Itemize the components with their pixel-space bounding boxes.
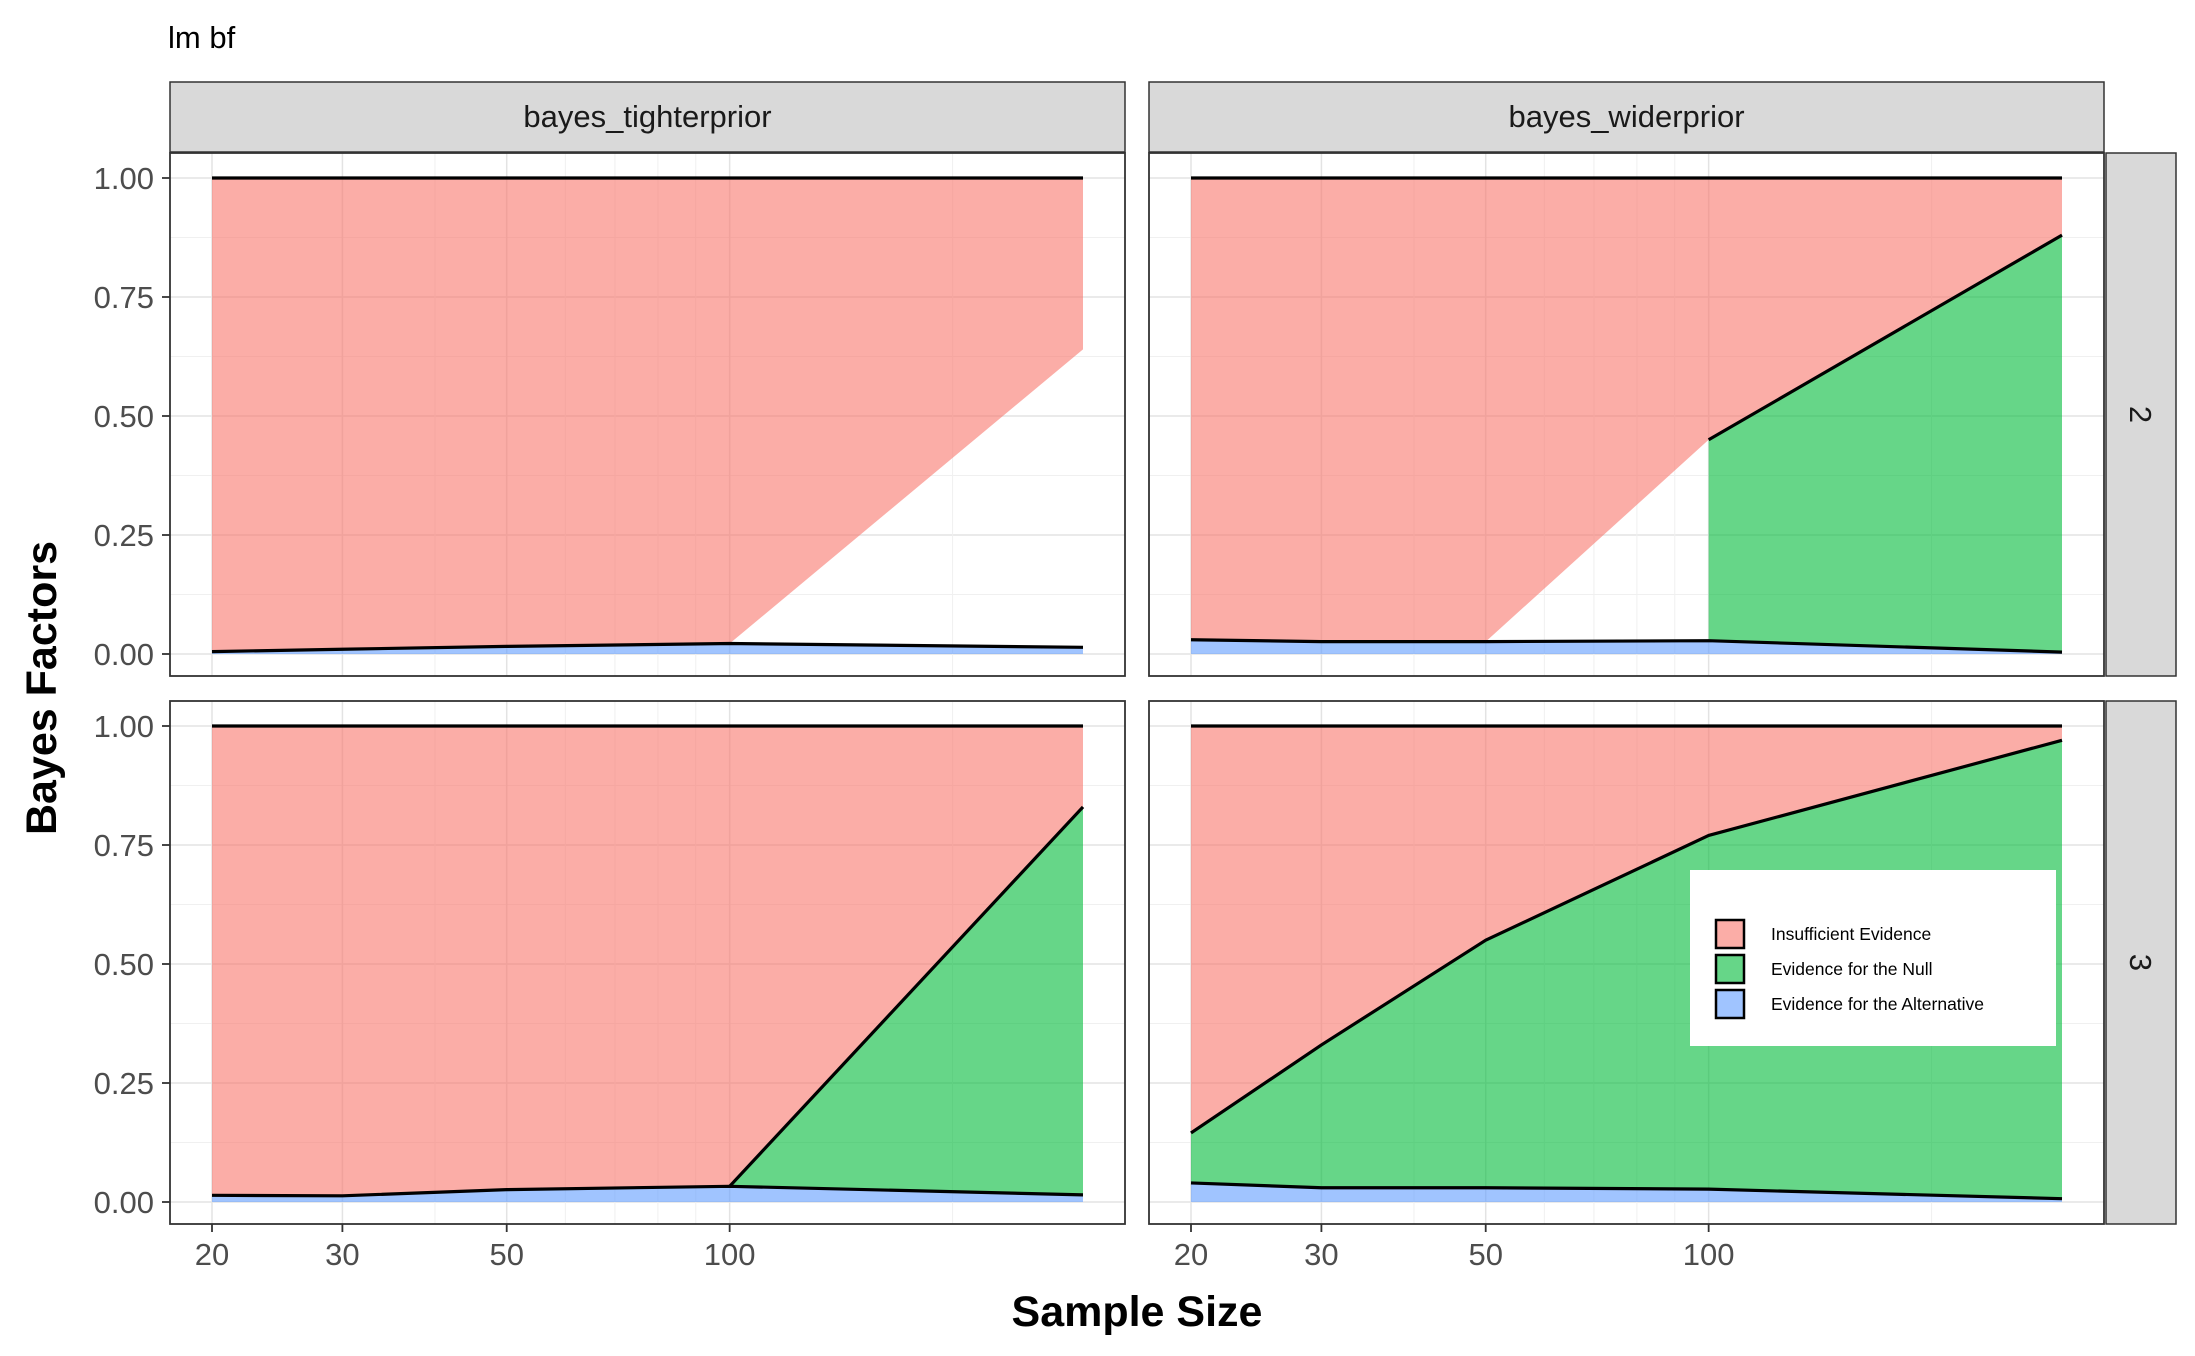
legend-key-null (1714, 953, 1746, 985)
line-alternative (211, 1184, 1084, 1198)
y-tick-label: 1.00 (94, 161, 154, 196)
line-alternative (1190, 1181, 2063, 1201)
legend-key-alternative (1714, 988, 1746, 1020)
panel-border (169, 700, 1126, 1225)
area-insufficient (1191, 726, 2062, 1133)
y-tick-label: 1.00 (94, 709, 154, 744)
x-tick-label: 50 (489, 1237, 523, 1272)
strip-row-1-label: 2 (2123, 406, 2158, 423)
y-tick-label: 0.25 (94, 1066, 154, 1101)
panel-border (1148, 152, 2105, 677)
x-tick-label: 100 (1683, 1237, 1735, 1272)
strip-row-2: 3 (2105, 700, 2177, 1225)
y-axis-ticks: 0.00 0.25 0.50 0.75 1.00 0.00 0.25 0.50 0.75 1.00 (94, 161, 170, 1220)
area-insufficient (212, 726, 1083, 1196)
y-tick-label: 0.50 (94, 947, 154, 982)
panel-border (1148, 700, 2105, 1225)
area-null (1191, 740, 2062, 1199)
x-tick-label: 30 (1304, 1237, 1338, 1272)
strip-row-1: 2 (2105, 152, 2177, 677)
y-axis-label: Bayes Factors (18, 541, 66, 835)
legend-item-alternative: Evidence for the Alternative (1714, 988, 1984, 1020)
strip-col-1-label: bayes_tighterprior (523, 99, 771, 134)
strip-col-2-label: bayes_widerprior (1508, 99, 1744, 134)
y-tick-label: 0.00 (94, 1185, 154, 1220)
y-tick-label: 0.75 (94, 828, 154, 863)
line-null (1707, 233, 2063, 442)
legend: Insufficient Evidence Evidence for the N… (1690, 870, 2056, 1046)
panel-bayes_widerprior-3 (1148, 700, 2105, 1225)
legend-item-null: Evidence for the Null (1714, 953, 1932, 985)
panel-bayes_widerprior-2 (1148, 152, 2105, 677)
y-tick-label: 0.75 (94, 280, 154, 315)
strip-col-1: bayes_tighterprior (169, 81, 1126, 153)
area-insufficient (212, 178, 1083, 652)
panel-border (169, 152, 1126, 677)
x-tick-label: 20 (195, 1237, 229, 1272)
x-axis-label: Sample Size (1012, 1288, 1263, 1336)
line-null (1190, 738, 2063, 1135)
line-alternative (1190, 638, 2063, 654)
strip-row-2-label: 3 (2123, 954, 2158, 971)
legend-label-alternative: Evidence for the Alternative (1771, 994, 1984, 1014)
x-tick-label: 100 (704, 1237, 756, 1272)
legend-label-null: Evidence for the Null (1771, 959, 1932, 979)
y-tick-label: 0.25 (94, 518, 154, 553)
y-tick-label: 0.00 (94, 637, 154, 672)
line-null (728, 805, 1085, 1188)
area-alternative (1191, 639, 2062, 654)
panel-bayes_tighterprior-2 (169, 152, 1126, 677)
area-insufficient (1191, 178, 2062, 642)
y-tick-label: 0.50 (94, 399, 154, 434)
x-tick-label: 20 (1174, 1237, 1208, 1272)
line-alternative (211, 641, 1084, 654)
strip-col-2: bayes_widerprior (1148, 81, 2105, 153)
x-axis-ticks: 20 30 50 100 20 30 50 100 (195, 1224, 1735, 1272)
panel-bayes_tighterprior-3 (169, 700, 1126, 1225)
legend-label-insufficient: Insufficient Evidence (1771, 924, 1931, 944)
area-null (1708, 235, 2062, 653)
legend-item-insufficient: Insufficient Evidence (1714, 918, 1931, 950)
x-tick-label: 50 (1468, 1237, 1502, 1272)
panels (169, 152, 2105, 1225)
legend-key-insufficient (1714, 918, 1746, 950)
x-tick-label: 30 (325, 1237, 359, 1272)
chart-title: lm bf (168, 20, 236, 55)
